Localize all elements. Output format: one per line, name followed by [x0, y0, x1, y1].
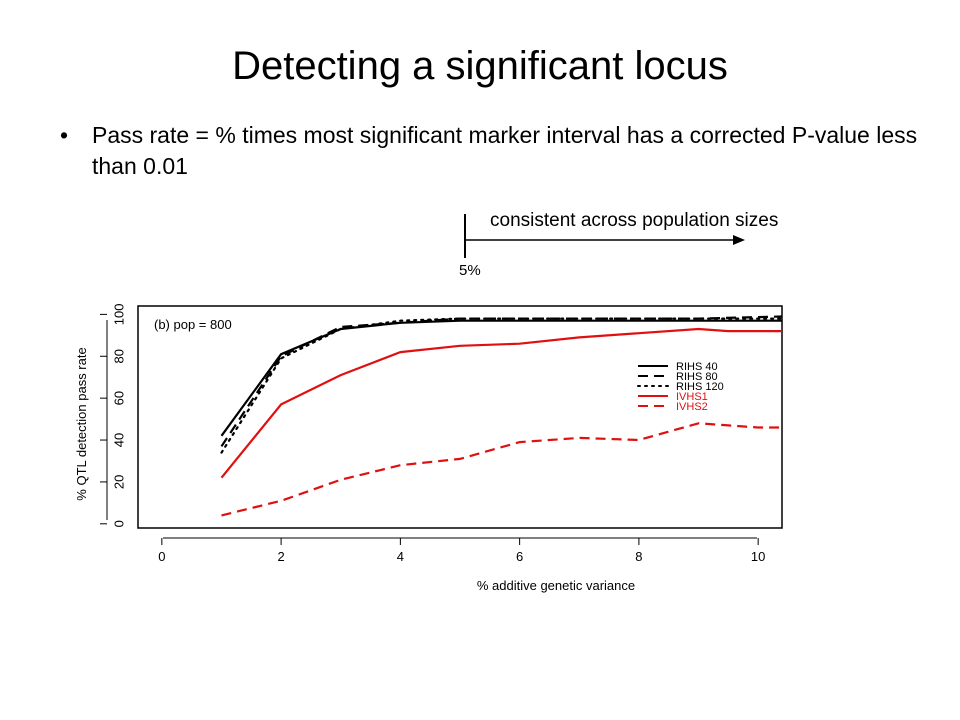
- x-axis-ticks: 0 2 4 6 8 10: [158, 538, 765, 564]
- plot-frame: [137, 305, 783, 529]
- y-tick-label: 0: [111, 520, 126, 527]
- legend-label: IVHS2: [676, 401, 708, 413]
- legend-label: RIHS 80: [676, 371, 718, 383]
- x-tick-label: 4: [397, 549, 404, 564]
- series-line-3: [220, 317, 784, 454]
- x-tick-label: 10: [751, 549, 765, 564]
- x-tick-label: 2: [277, 549, 284, 564]
- threshold-label: 5%: [459, 262, 481, 279]
- x-axis-label: % additive genetic variance: [477, 578, 635, 593]
- y-tick-label: 20: [111, 475, 126, 489]
- y-tick-label: 60: [111, 391, 126, 405]
- x-tick-label: 8: [635, 549, 642, 564]
- y-axis-ticks: 0 20 40 60 80 100: [100, 304, 126, 527]
- chart-title: (b) pop = 800: [154, 317, 232, 332]
- legend-label: IVHS1: [676, 391, 708, 403]
- series-line-1: [220, 319, 782, 437]
- annotation-arrow-head: [733, 235, 745, 245]
- bullet-text: Pass rate = % times most significant mar…: [92, 122, 918, 179]
- legend-label: RIHS 120: [676, 381, 724, 393]
- series-line-5: [221, 422, 782, 517]
- slide-title: Detecting a significant locus: [232, 44, 728, 88]
- x-tick-label: 6: [516, 549, 523, 564]
- annotation-text: consistent across population sizes: [490, 210, 779, 231]
- y-axis-label: % QTL detection pass rate: [74, 347, 89, 500]
- y-tick-label: 100: [111, 304, 126, 326]
- x-tick-label: 0: [158, 549, 165, 564]
- bullet-marker: •: [60, 122, 69, 148]
- y-tick-label: 40: [111, 433, 126, 447]
- series-line-4: [220, 327, 782, 479]
- y-tick-label: 80: [111, 349, 126, 363]
- series-lines: [220, 315, 784, 517]
- legend-label: RIHS 40: [676, 361, 718, 373]
